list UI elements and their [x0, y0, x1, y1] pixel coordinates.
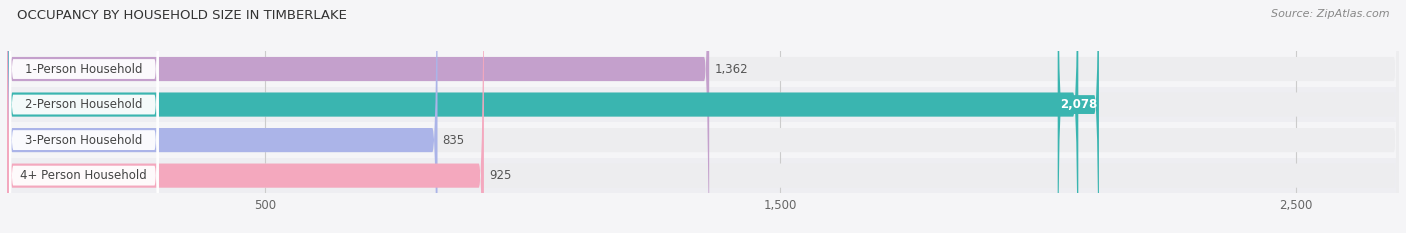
FancyBboxPatch shape [8, 0, 159, 233]
FancyBboxPatch shape [7, 0, 1399, 233]
Text: 1,362: 1,362 [714, 62, 748, 75]
Text: Source: ZipAtlas.com: Source: ZipAtlas.com [1271, 9, 1389, 19]
Text: 2-Person Household: 2-Person Household [25, 98, 142, 111]
Text: 2,078: 2,078 [1060, 98, 1097, 111]
FancyBboxPatch shape [7, 0, 437, 233]
Text: 1-Person Household: 1-Person Household [25, 62, 142, 75]
FancyBboxPatch shape [1057, 0, 1099, 233]
FancyBboxPatch shape [7, 122, 1399, 158]
FancyBboxPatch shape [7, 0, 1399, 233]
Text: 925: 925 [489, 169, 512, 182]
FancyBboxPatch shape [7, 158, 1399, 193]
FancyBboxPatch shape [7, 0, 484, 233]
FancyBboxPatch shape [7, 0, 1399, 233]
FancyBboxPatch shape [7, 87, 1399, 122]
Text: 3-Person Household: 3-Person Household [25, 134, 142, 147]
Text: 4+ Person Household: 4+ Person Household [21, 169, 148, 182]
FancyBboxPatch shape [8, 0, 159, 233]
FancyBboxPatch shape [8, 0, 159, 233]
FancyBboxPatch shape [7, 0, 1399, 233]
FancyBboxPatch shape [7, 0, 709, 233]
Text: OCCUPANCY BY HOUSEHOLD SIZE IN TIMBERLAKE: OCCUPANCY BY HOUSEHOLD SIZE IN TIMBERLAK… [17, 9, 347, 22]
FancyBboxPatch shape [7, 0, 1078, 233]
FancyBboxPatch shape [7, 51, 1399, 87]
FancyBboxPatch shape [8, 0, 159, 233]
Text: 835: 835 [443, 134, 465, 147]
